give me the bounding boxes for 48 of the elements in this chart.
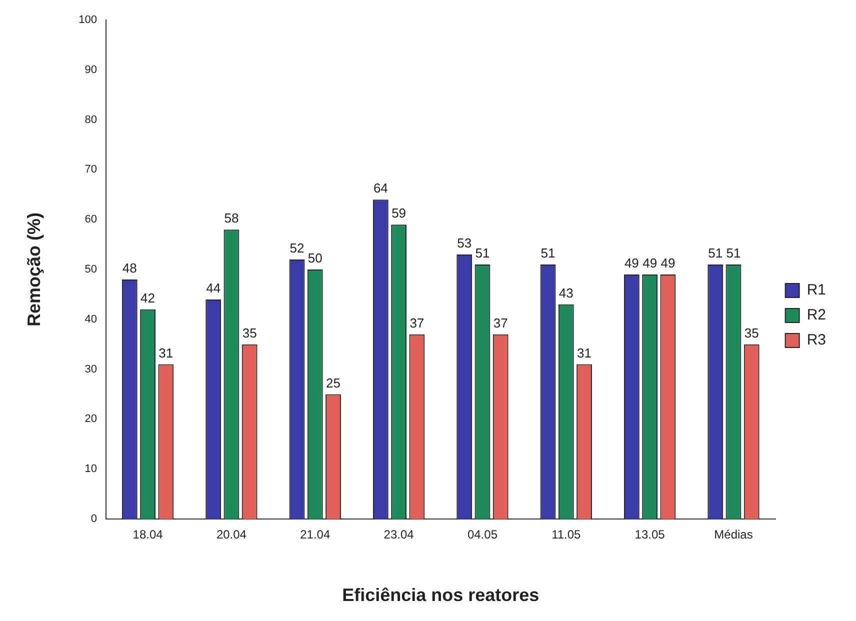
data-label: 37 [493,315,508,330]
data-label: 48 [122,260,137,276]
x-tick-label: 18.04 [132,528,164,542]
data-label: 44 [206,280,221,296]
x-tick-label: 20.04 [216,528,247,542]
x-tick-label: Médias [714,528,753,542]
y-tick-label: 20 [84,413,97,426]
y-tick-label: 0 [90,513,97,526]
x-tick-label: 04.05 [467,528,498,542]
y-tick-label: 10 [84,463,97,476]
data-label: 51 [540,246,556,261]
legend-label: R2 [806,306,826,324]
data-label: 35 [242,325,257,340]
data-label: 37 [410,315,424,330]
data-label: 25 [326,375,340,390]
y-tick-label: 60 [84,214,97,226]
data-label: 51 [726,246,741,261]
data-label: 49 [660,256,676,271]
legend-label: R3 [806,332,826,349]
y-tick-label: 30 [84,363,97,376]
data-label: 35 [744,325,759,340]
x-axis-title: Eficiência nos reatores [342,585,540,606]
data-label: 31 [577,345,592,360]
data-label: 64 [373,180,388,196]
y-tick-label: 80 [84,114,97,126]
data-label: 49 [642,256,658,271]
y-tick-label: 50 [84,264,97,276]
data-label: 51 [708,246,723,261]
data-label: 42 [140,290,156,306]
x-tick-label: 21.04 [300,528,330,542]
x-tick-label: 11.05 [552,528,582,542]
y-tick-label: 90 [84,64,97,76]
data-label: 59 [392,206,406,221]
y-tick-label: 70 [84,164,97,176]
data-label: 43 [558,286,574,301]
data-label: 58 [224,210,239,226]
data-label: 52 [290,240,304,256]
y-tick-label: 100 [78,14,97,26]
data-label: 53 [457,236,472,251]
data-label: 49 [624,256,639,271]
legend-label: R1 [806,282,826,299]
y-tick-label: 40 [84,313,97,326]
data-label: 50 [308,250,322,266]
data-label: 31 [158,345,174,360]
y-axis-title: Remoção (%) [24,212,44,327]
x-tick-label: 23.04 [384,528,414,542]
x-tick-label: 13.05 [634,528,666,542]
data-label: 51 [475,246,490,261]
